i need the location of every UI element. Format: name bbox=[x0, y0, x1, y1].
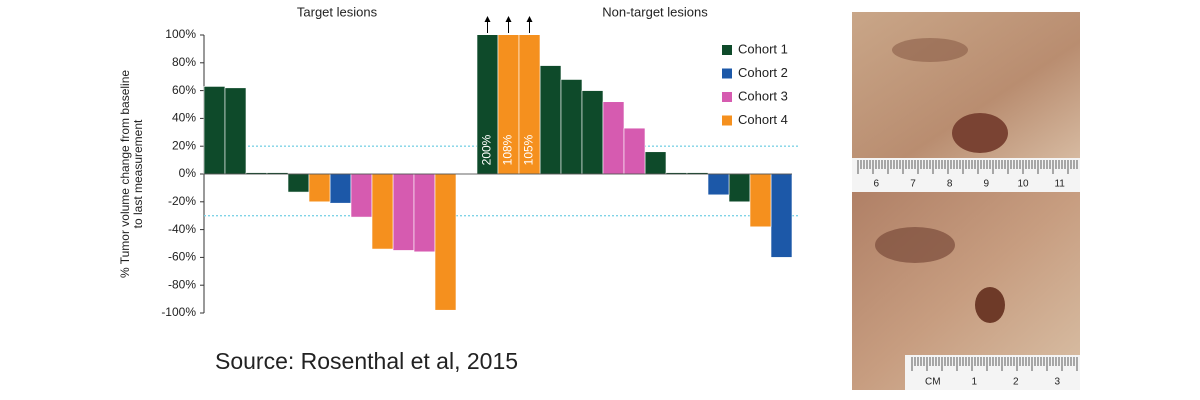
y-axis-title-line: to last measurement bbox=[131, 119, 145, 228]
legend-swatch bbox=[722, 115, 732, 126]
legend-swatch bbox=[722, 68, 732, 79]
bar bbox=[602, 101, 625, 175]
ruler-label: 2 bbox=[1013, 377, 1019, 388]
bar bbox=[329, 173, 352, 204]
ruler-label: 11 bbox=[1054, 179, 1065, 190]
bars bbox=[203, 35, 793, 311]
y-tick-label: -60% bbox=[168, 250, 196, 264]
legend-label: Cohort 1 bbox=[738, 41, 788, 56]
y-tick-label: -40% bbox=[168, 222, 196, 236]
ruler-label: 8 bbox=[947, 179, 953, 190]
legend-swatch bbox=[722, 45, 732, 55]
y-tick-label: 80% bbox=[172, 55, 196, 69]
photos: 6 7 8 9 10 11 CM 1 2 3 bbox=[852, 12, 1080, 390]
bar bbox=[560, 79, 583, 175]
photo-detail bbox=[875, 227, 955, 263]
legend-label: Cohort 3 bbox=[738, 88, 788, 103]
group-label: Non-target lesions bbox=[602, 4, 708, 19]
ruler bbox=[905, 355, 1080, 390]
y-tick-label: -80% bbox=[168, 277, 196, 291]
photo-lesion bbox=[975, 287, 1005, 323]
bar bbox=[539, 65, 562, 175]
y-tick-label: 20% bbox=[172, 138, 196, 152]
bar bbox=[308, 173, 331, 203]
value-label: 200% bbox=[480, 134, 494, 165]
bar bbox=[434, 173, 457, 311]
y-tick-label: -20% bbox=[168, 194, 196, 208]
photo-detail bbox=[892, 38, 968, 62]
bar bbox=[203, 86, 226, 175]
ruler-label: 1 bbox=[971, 377, 977, 388]
value-label: 108% bbox=[501, 134, 515, 165]
ruler-label: 6 bbox=[874, 179, 880, 190]
y-tick-label: 60% bbox=[172, 83, 196, 97]
group-label: Target lesions bbox=[297, 4, 378, 19]
bar bbox=[770, 173, 793, 258]
bar bbox=[581, 90, 604, 175]
ruler-label: 3 bbox=[1054, 377, 1060, 388]
bar bbox=[413, 173, 436, 253]
ruler-label: CM bbox=[925, 377, 941, 388]
bar bbox=[707, 173, 730, 196]
ruler-label: 10 bbox=[1017, 179, 1029, 190]
legend-label: Cohort 4 bbox=[738, 112, 788, 127]
y-axis-title-line: % Tumor volume change from baseline bbox=[118, 70, 132, 278]
y-axis-title: % Tumor volume change from baseline to l… bbox=[118, 70, 145, 278]
bar bbox=[371, 173, 394, 250]
bar bbox=[224, 87, 247, 175]
bar bbox=[350, 173, 373, 218]
bar bbox=[749, 173, 772, 228]
value-label: 105% bbox=[522, 134, 536, 165]
source-note: Source: Rosenthal et al, 2015 bbox=[215, 348, 518, 374]
y-tick-label: -100% bbox=[161, 305, 196, 319]
y-tick-label: 100% bbox=[165, 27, 196, 41]
ruler-label: 9 bbox=[984, 179, 990, 190]
photo-lesion bbox=[952, 113, 1008, 153]
bar bbox=[644, 151, 667, 175]
bar bbox=[392, 173, 415, 251]
bar bbox=[623, 127, 646, 175]
bar bbox=[728, 173, 751, 203]
y-tick-label: 0% bbox=[179, 166, 197, 180]
bar bbox=[287, 173, 310, 193]
legend-label: Cohort 2 bbox=[738, 65, 788, 80]
ruler-label: 7 bbox=[910, 179, 916, 190]
legend-swatch bbox=[722, 92, 732, 102]
y-tick-label: 40% bbox=[172, 111, 196, 125]
